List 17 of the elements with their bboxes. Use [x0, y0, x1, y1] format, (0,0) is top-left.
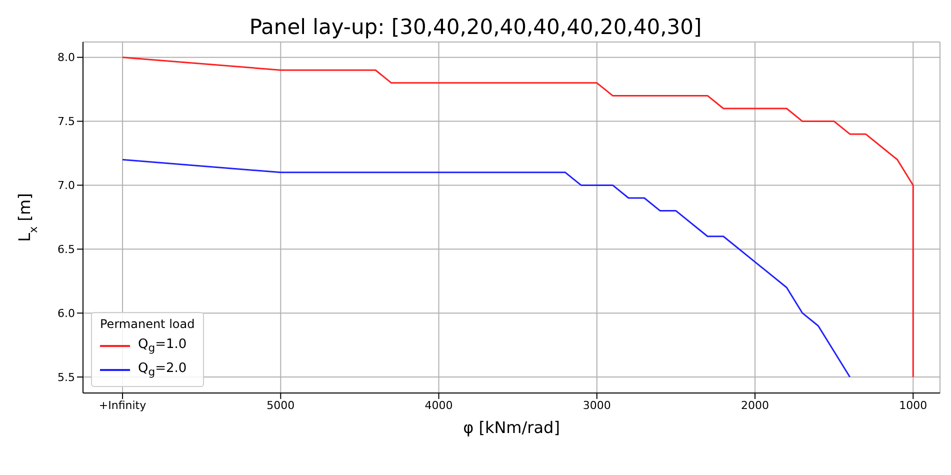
y-tick-label: 6.5 [58, 243, 75, 256]
y-tick-label: 8.0 [58, 51, 75, 64]
x-tick-label: +Infinity [98, 398, 147, 412]
x-tick-label: 1000 [899, 398, 928, 412]
y-tick-label: 7.0 [58, 179, 75, 192]
y-tick-label: 7.5 [58, 115, 75, 128]
legend-label: Q$_{g}$=2.0 [138, 361, 187, 379]
x-tick-label: 2000 [741, 398, 769, 412]
y-tick-label: 5.5 [58, 370, 75, 384]
legend-label: Q$_{g}$=1.0 [138, 337, 187, 355]
x-tick-label: 5000 [266, 398, 295, 412]
x-axis-title: φ [kNm/rad] [463, 418, 560, 437]
chart-title: Panel lay-up: [30,40,20,40,40,40,20,40,30] [249, 15, 702, 39]
x-tick-label: 3000 [582, 398, 611, 412]
legend-title: Permanent load [100, 317, 195, 331]
y-tick-label: 6.0 [58, 306, 75, 320]
x-tick-label: 4000 [424, 398, 453, 412]
